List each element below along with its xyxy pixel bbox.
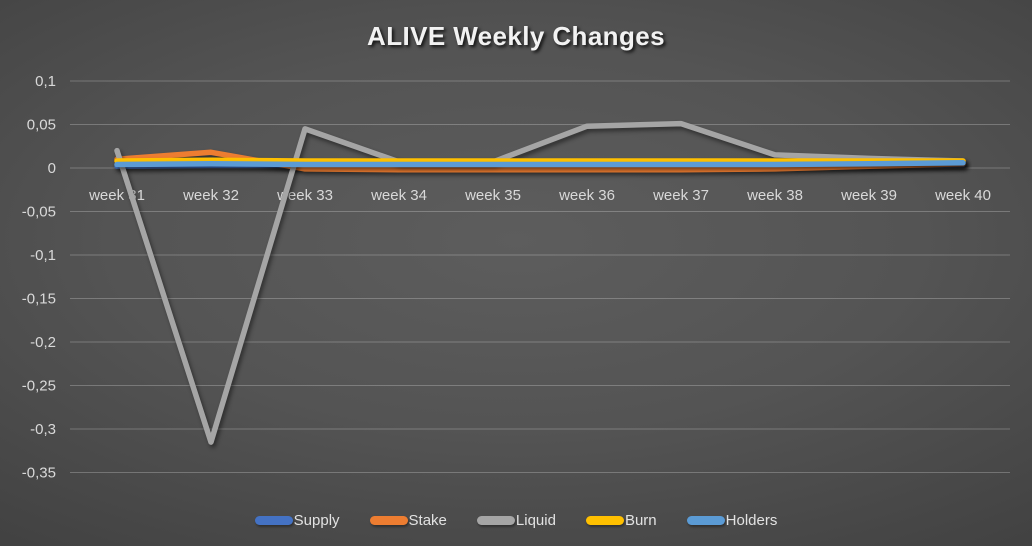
y-axis-tick-label: -0,05 — [22, 204, 56, 221]
y-axis-tick-label: -0,25 — [22, 378, 56, 395]
series-line-liquid — [114, 120, 966, 445]
chart-title: ALIVE Weekly Changes — [367, 21, 665, 51]
legend-swatch-supply — [254, 516, 293, 525]
series-line-burn — [114, 157, 966, 164]
legend-label: Holders — [725, 512, 778, 529]
x-axis-category-label: week 31 — [88, 187, 145, 204]
y-axis-tick-label: 0 — [48, 160, 56, 177]
legend-label: Burn — [624, 512, 657, 529]
x-axis-category-label: week 33 — [276, 187, 333, 204]
y-axis-tick-label: 0,05 — [27, 117, 56, 134]
y-axis-tick-label: -0,35 — [22, 465, 56, 482]
legend-label: Liquid — [515, 512, 556, 529]
legend-item-liquid: Liquid — [476, 512, 556, 529]
legend-item-supply: Supply — [254, 512, 340, 529]
legend-swatch-stake — [369, 516, 408, 525]
y-axis-tick-label: -0,15 — [22, 291, 56, 308]
x-axis-category-label: week 39 — [840, 187, 897, 204]
y-axis-tick-label: -0,2 — [30, 334, 56, 351]
y-axis-tick-label: -0,1 — [30, 247, 56, 264]
x-axis-category-label: week 32 — [182, 187, 239, 204]
legend-label: Stake — [408, 512, 447, 529]
y-axis-tick-label: -0,3 — [30, 421, 56, 438]
legend-item-holders: Holders — [686, 512, 778, 529]
legend-label: Supply — [293, 512, 340, 529]
x-axis-category-label: week 36 — [558, 187, 615, 204]
legend: Supply Stake Liquid Burn Holders — [0, 512, 1032, 529]
x-axis-category-label: week 35 — [464, 187, 521, 204]
series-line-holders — [114, 160, 966, 168]
x-axis-category-label: week 40 — [934, 187, 991, 204]
legend-swatch-holders — [686, 516, 725, 525]
legend-swatch-liquid — [476, 516, 515, 525]
legend-item-stake: Stake — [369, 512, 447, 529]
x-axis-category-label: week 38 — [746, 187, 803, 204]
y-axis-tick-label: 0,1 — [35, 73, 56, 90]
legend-item-burn: Burn — [585, 512, 657, 529]
legend-swatch-burn — [585, 516, 624, 525]
x-axis-category-label: week 34 — [370, 187, 427, 204]
x-axis-category-label: week 37 — [652, 187, 709, 204]
